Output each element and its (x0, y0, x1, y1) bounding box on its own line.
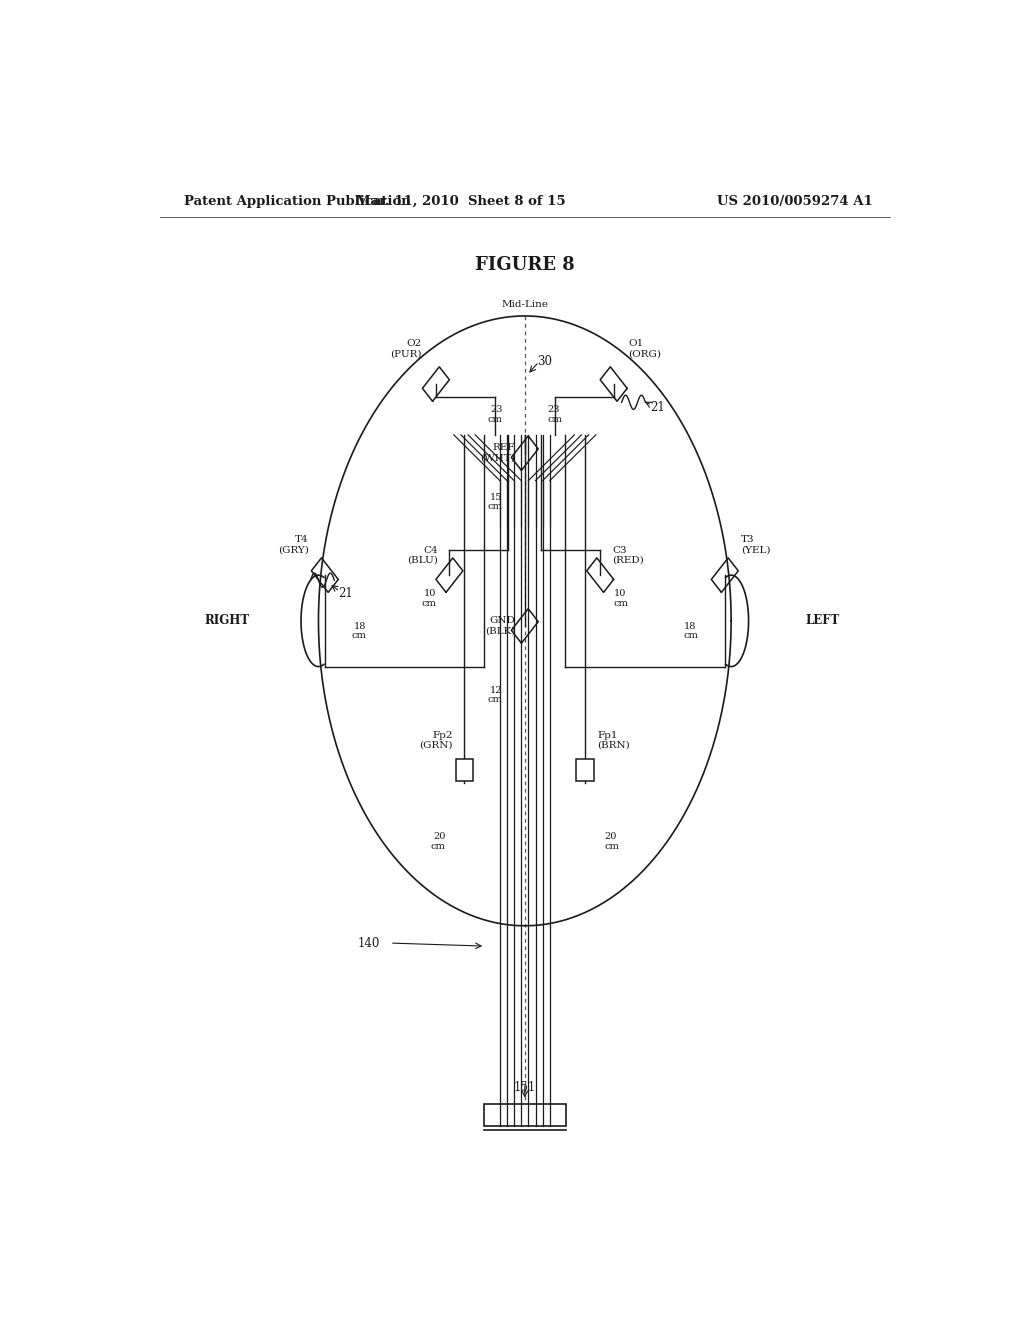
Text: RIGHT: RIGHT (205, 614, 250, 627)
Text: 20
cm: 20 cm (604, 832, 620, 851)
Text: 12
cm: 12 cm (487, 685, 503, 705)
Text: 18
cm: 18 cm (351, 622, 367, 640)
Text: FIGURE 8: FIGURE 8 (475, 256, 574, 275)
Text: 140: 140 (358, 937, 380, 949)
Text: 20
cm: 20 cm (430, 832, 445, 851)
Text: 10
cm: 10 cm (613, 589, 629, 607)
Text: 151: 151 (514, 1081, 536, 1094)
Text: Fp2
(GRN): Fp2 (GRN) (419, 730, 453, 750)
Text: 23
cm: 23 cm (487, 405, 503, 424)
Text: 15
cm: 15 cm (487, 492, 503, 511)
Bar (456, 759, 473, 781)
Text: 30: 30 (537, 355, 552, 368)
Text: US 2010/0059274 A1: US 2010/0059274 A1 (717, 194, 872, 207)
Text: 23
cm: 23 cm (547, 405, 562, 424)
Bar (483, 1104, 566, 1126)
Text: 10
cm: 10 cm (421, 589, 436, 607)
Text: Mar. 11, 2010  Sheet 8 of 15: Mar. 11, 2010 Sheet 8 of 15 (356, 194, 566, 207)
Bar (577, 759, 594, 781)
Text: Fp1
(BRN): Fp1 (BRN) (597, 730, 630, 750)
Text: 21: 21 (650, 401, 665, 414)
Text: C4
(BLU): C4 (BLU) (407, 545, 437, 565)
Text: Patent Application Publication: Patent Application Publication (183, 194, 411, 207)
Text: 18
cm: 18 cm (684, 622, 698, 640)
Text: O1
(ORG): O1 (ORG) (628, 339, 660, 359)
Text: GND
(BLK): GND (BLK) (484, 616, 515, 636)
Text: C3
(RED): C3 (RED) (612, 545, 644, 565)
Text: O2
(PUR): O2 (PUR) (390, 339, 422, 359)
Text: 21: 21 (338, 587, 353, 599)
Text: Mid-Line: Mid-Line (502, 300, 548, 309)
Text: T4
(GRY): T4 (GRY) (279, 536, 309, 554)
Text: T3
(YEL): T3 (YEL) (740, 536, 770, 554)
Text: REF
(WHT): REF (WHT) (480, 444, 515, 463)
Text: LEFT: LEFT (805, 614, 840, 627)
